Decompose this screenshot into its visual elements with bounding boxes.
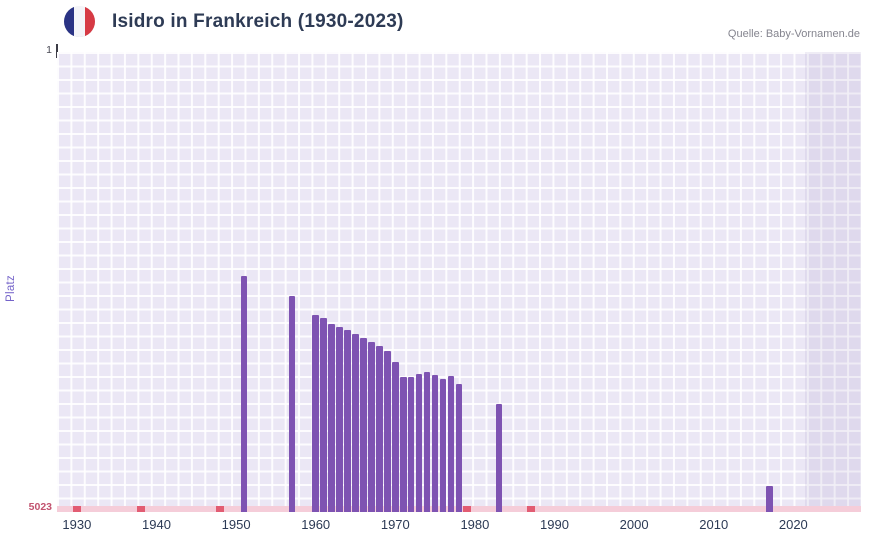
x-axis-tick-label: 1990 [540, 517, 569, 532]
rank-bar[interactable] [360, 337, 367, 512]
rank-bar[interactable] [352, 333, 359, 512]
recent-years-highlight-band [805, 52, 861, 512]
rank-bar[interactable] [384, 350, 391, 512]
unranked-year-marker[interactable] [72, 506, 81, 512]
unranked-year-marker[interactable] [136, 506, 145, 512]
flag-stripe-white [74, 6, 85, 37]
x-axis-tick-label: 1970 [380, 517, 410, 532]
y-axis-max-label: 1 [46, 44, 52, 56]
x-axis-tick-label: 2020 [778, 517, 808, 532]
rank-bar[interactable] [368, 341, 375, 512]
rank-bar[interactable] [344, 329, 351, 512]
rank-bar[interactable] [392, 362, 399, 512]
y-axis-min-label: 5023 [28, 501, 52, 513]
rank-bar[interactable] [455, 384, 463, 512]
y-axis-top-tick [56, 44, 58, 58]
rank-bar[interactable] [336, 327, 343, 512]
source-attribution: Quelle: Baby-Vornamen.de [727, 28, 860, 40]
rank-bar[interactable] [288, 296, 296, 512]
x-axis-tick-label: 2010 [699, 517, 729, 532]
x-axis-tick-label: 2000 [619, 517, 649, 532]
plot-area [57, 52, 861, 512]
x-axis-tick-label: 1940 [142, 517, 171, 532]
x-axis-labels: 1930 1940 1950 1960 1970 1980 1990 2000 2010 2020 [57, 517, 861, 541]
chart-title: Isidro in Frankreich (1930-2023) [112, 11, 404, 32]
rank-bar[interactable] [495, 404, 503, 512]
x-axis-tick-label: 1960 [301, 517, 331, 532]
rank-bar[interactable] [447, 375, 455, 512]
rank-bar[interactable] [376, 345, 383, 512]
flag-stripe-blue [64, 6, 75, 37]
unranked-year-marker[interactable] [462, 506, 471, 512]
x-axis-tick-label: 1930 [62, 517, 92, 532]
rank-bar[interactable] [407, 376, 415, 512]
rank-bar[interactable] [439, 379, 447, 512]
rank-bar[interactable] [423, 371, 431, 512]
rank-bar[interactable] [766, 486, 773, 512]
rank-bar[interactable] [415, 373, 423, 512]
flag-stripe-red [84, 6, 95, 37]
rank-bar[interactable] [312, 314, 319, 512]
rank-bar[interactable] [431, 375, 439, 512]
rank-bar[interactable] [400, 376, 407, 512]
rank-bar[interactable] [240, 276, 248, 512]
unranked-year-marker[interactable] [216, 506, 225, 512]
france-flag-icon [64, 6, 95, 37]
y-axis-title: Platz [5, 274, 17, 302]
rank-bar[interactable] [320, 317, 327, 512]
rank-bar[interactable] [328, 324, 335, 512]
unranked-year-marker[interactable] [526, 506, 535, 512]
x-axis-tick-label: 1980 [460, 517, 490, 532]
x-axis-tick-label: 1950 [221, 517, 251, 532]
